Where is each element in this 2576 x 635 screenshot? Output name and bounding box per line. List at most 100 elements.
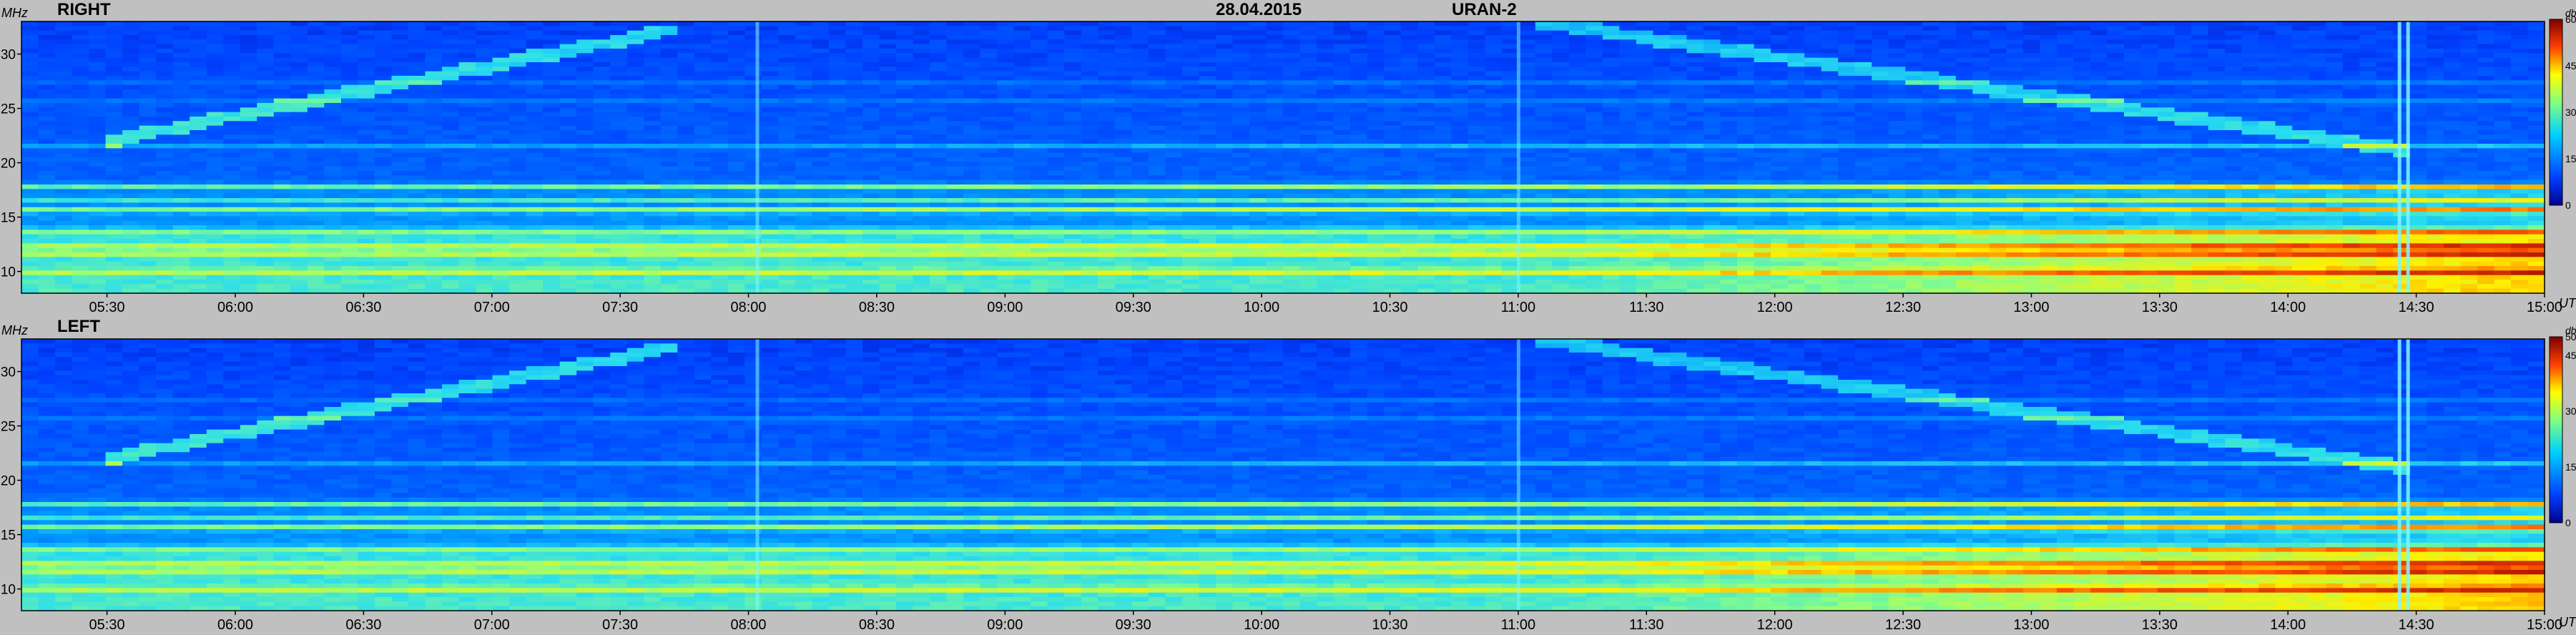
heatmap-cell <box>172 261 190 267</box>
heatmap-cell <box>559 57 577 63</box>
heatmap-cell <box>425 212 443 217</box>
heatmap-cell <box>1215 71 1234 77</box>
heatmap-cell <box>307 193 325 199</box>
heatmap-cell <box>1317 62 1334 67</box>
heatmap-cell <box>946 257 964 262</box>
xlabel-right: UT <box>2559 296 2576 310</box>
heatmap-cell <box>1181 148 1199 154</box>
heatmap-cell <box>862 121 880 127</box>
heatmap-cell <box>139 175 157 181</box>
heatmap-cell <box>997 117 1015 122</box>
heatmap-cell <box>1165 157 1183 162</box>
heatmap-cell <box>72 225 89 230</box>
heatmap-cell <box>997 49 1015 54</box>
heatmap-cell <box>458 80 476 86</box>
heatmap-cell <box>644 179 662 185</box>
heatmap-cell <box>543 49 561 54</box>
heatmap-cell <box>1400 35 1418 40</box>
heatmap-cell <box>442 103 460 108</box>
heatmap-cell <box>795 239 813 244</box>
heatmap-cell <box>492 152 510 158</box>
heatmap-cell <box>1384 257 1402 262</box>
heatmap-cell <box>644 121 662 127</box>
heatmap-cell <box>694 234 712 240</box>
heatmap-cell <box>711 275 729 280</box>
heatmap-cell <box>1047 130 1065 135</box>
heatmap-cell <box>1350 107 1368 113</box>
heatmap-cell <box>1400 284 1418 290</box>
heatmap-cell <box>1367 39 1385 45</box>
heatmap-cell <box>711 198 729 203</box>
heatmap-cell <box>828 89 847 94</box>
heatmap-cell <box>257 184 275 189</box>
heatmap-cell <box>845 125 863 131</box>
heatmap-cell <box>476 280 493 285</box>
heatmap-cell <box>492 144 510 149</box>
heatmap-cell <box>526 84 544 90</box>
heatmap-cell <box>21 152 39 158</box>
heatmap-cell <box>812 166 830 172</box>
heatmap-cell <box>946 179 964 185</box>
heatmap-cell <box>240 26 257 31</box>
heatmap-cell <box>1181 71 1199 77</box>
heatmap-cell <box>761 148 779 154</box>
heatmap-cell <box>761 62 779 67</box>
heatmap-cell <box>89 234 107 240</box>
heatmap-cell <box>72 230 89 235</box>
heatmap-cell <box>610 44 628 49</box>
heatmap-cell <box>1266 175 1284 181</box>
heatmap-cell <box>223 212 241 217</box>
heatmap-cell <box>559 117 577 122</box>
heatmap-cell <box>72 198 89 203</box>
heatmap-cell <box>156 189 174 195</box>
heatmap-cell <box>273 35 291 40</box>
heatmap-cell <box>1165 189 1183 195</box>
heatmap-cell <box>1013 62 1031 67</box>
heatmap-cell <box>408 184 426 189</box>
heatmap-cell <box>1232 89 1250 94</box>
heatmap-cell <box>593 212 611 217</box>
heatmap-cell <box>778 84 796 90</box>
heatmap-cell <box>273 98 291 104</box>
heatmap-cell <box>206 239 224 244</box>
heatmap-cell <box>1384 157 1402 162</box>
heatmap-cell <box>963 71 981 77</box>
heatmap-cell <box>324 202 342 208</box>
heatmap-cell <box>425 166 443 172</box>
heatmap-cell <box>644 239 662 244</box>
heatmap-cell <box>290 134 308 140</box>
heatmap-cell <box>1283 184 1301 189</box>
heatmap-cell <box>1081 239 1098 244</box>
heatmap-cell <box>727 198 745 203</box>
heatmap-cell <box>1114 252 1132 257</box>
heatmap-cell <box>879 166 897 172</box>
heatmap-cell <box>1232 76 1250 81</box>
heatmap-cell <box>1148 89 1166 94</box>
heatmap-cell <box>694 207 712 212</box>
heatmap-cell <box>1081 139 1098 144</box>
heatmap-cell <box>812 284 830 290</box>
heatmap-cell <box>55 134 73 140</box>
heatmap-cell <box>89 62 107 67</box>
heatmap-cell <box>845 57 863 63</box>
heatmap-cell <box>55 107 73 113</box>
heatmap-cell <box>1131 80 1149 86</box>
heatmap-cell <box>240 80 257 86</box>
heatmap-cell <box>559 148 577 154</box>
heatmap-cell <box>223 184 241 189</box>
heatmap-cell <box>862 225 880 230</box>
heatmap-cell <box>1232 220 1250 226</box>
heatmap-cell <box>307 162 325 167</box>
heatmap-cell <box>711 234 729 240</box>
heatmap-cell <box>1098 198 1116 203</box>
heatmap-cell <box>1417 26 1435 31</box>
heatmap-cell <box>21 62 39 67</box>
heatmap-cell <box>963 21 981 26</box>
heatmap-cell <box>1333 157 1351 162</box>
heatmap-cell <box>812 76 830 81</box>
heatmap-cell <box>1131 288 1149 294</box>
heatmap-cell <box>1249 212 1267 217</box>
heatmap-cell <box>307 288 325 294</box>
heatmap-cell <box>1249 107 1267 113</box>
heatmap-cell <box>1299 130 1317 135</box>
